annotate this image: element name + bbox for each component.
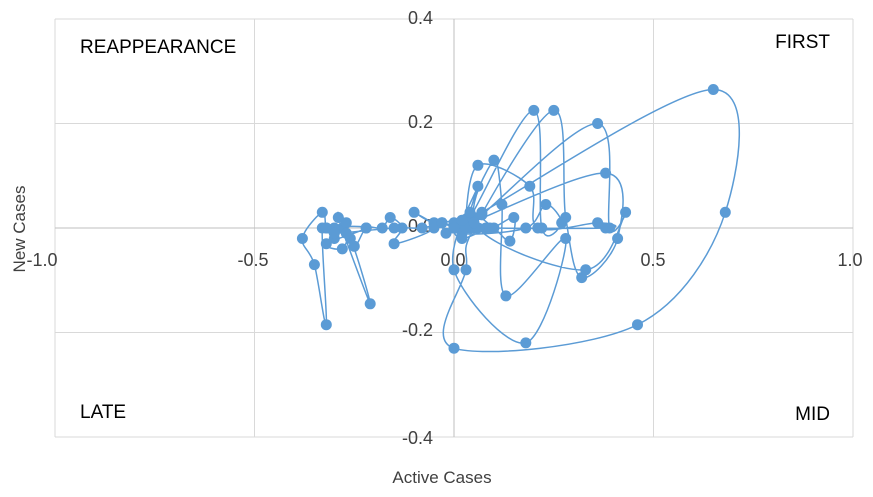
data-point [336, 243, 348, 255]
data-point [328, 227, 340, 239]
data-point [316, 206, 328, 218]
data-point [504, 235, 516, 247]
data-point [448, 222, 460, 234]
quadrant-label-late: LATE [80, 402, 126, 423]
data-point [320, 238, 332, 250]
data-point [384, 212, 396, 223]
quadrant-label-first: FIRST [775, 32, 830, 53]
data-point [320, 319, 332, 331]
data-point [620, 206, 632, 218]
data-point [448, 342, 460, 354]
data-point [540, 199, 552, 210]
data-point [592, 217, 604, 229]
data-point [436, 217, 448, 229]
data-point [524, 180, 536, 192]
data-point [320, 222, 332, 234]
data-point [396, 222, 408, 234]
data-point [296, 233, 308, 244]
quadrant-label-reappearance: REAPPEARANCE [80, 37, 236, 58]
data-point [388, 222, 400, 234]
data-point [560, 233, 572, 244]
series-new-vs-active [296, 84, 741, 354]
data-point [476, 209, 488, 221]
data-point [520, 337, 532, 349]
x-tick-label: -1.0 [26, 250, 57, 270]
data-point [520, 222, 532, 234]
data-point [528, 104, 540, 116]
data-point [456, 214, 468, 226]
quadrant-labels: REAPPEARANCE FIRST LATE MID [80, 32, 830, 425]
data-point [376, 222, 388, 234]
data-point [464, 206, 476, 218]
data-point [440, 227, 452, 239]
x-axis-title: Active Cases [392, 468, 491, 487]
data-point [408, 206, 420, 218]
y-tick-label: 0.2 [408, 112, 433, 132]
data-point [632, 319, 643, 331]
x-tick-label: -0.5 [237, 250, 268, 270]
data-point [456, 233, 468, 244]
data-point [448, 264, 460, 276]
data-point [556, 217, 568, 229]
data-point [600, 167, 612, 179]
quadrant-label-mid: MID [795, 404, 830, 425]
y-axis-title: New Cases [10, 186, 29, 273]
data-point [340, 217, 352, 229]
series-line [301, 88, 741, 353]
data-point [500, 290, 512, 302]
y-tick-label: -0.2 [402, 320, 433, 340]
data-point [488, 154, 500, 166]
data-point [484, 222, 496, 234]
series-points [296, 84, 731, 354]
data-point [508, 212, 520, 223]
data-point [532, 222, 544, 234]
data-point [496, 199, 508, 210]
data-point [308, 259, 320, 271]
data-point [472, 159, 484, 171]
data-point [472, 180, 484, 192]
data-point [580, 264, 592, 276]
data-point [548, 104, 560, 116]
data-point [592, 118, 604, 129]
data-point [707, 84, 719, 95]
data-point [340, 227, 352, 239]
data-point [364, 298, 376, 310]
x-tick-label: 1.0 [837, 250, 862, 270]
y-tick-label: 0.4 [408, 8, 433, 28]
data-point [460, 264, 472, 276]
data-point [428, 222, 440, 234]
data-point [612, 233, 624, 244]
data-point [719, 206, 731, 218]
data-point [388, 238, 400, 250]
x-tick-label: 0.5 [640, 250, 665, 270]
data-point [600, 222, 612, 234]
data-point [468, 217, 480, 229]
data-point [416, 222, 428, 234]
data-point [360, 222, 372, 234]
data-point [332, 212, 344, 223]
y-tick-label: -0.4 [402, 428, 433, 448]
